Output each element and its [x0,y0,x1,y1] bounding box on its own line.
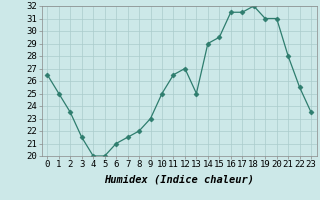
X-axis label: Humidex (Indice chaleur): Humidex (Indice chaleur) [104,175,254,185]
